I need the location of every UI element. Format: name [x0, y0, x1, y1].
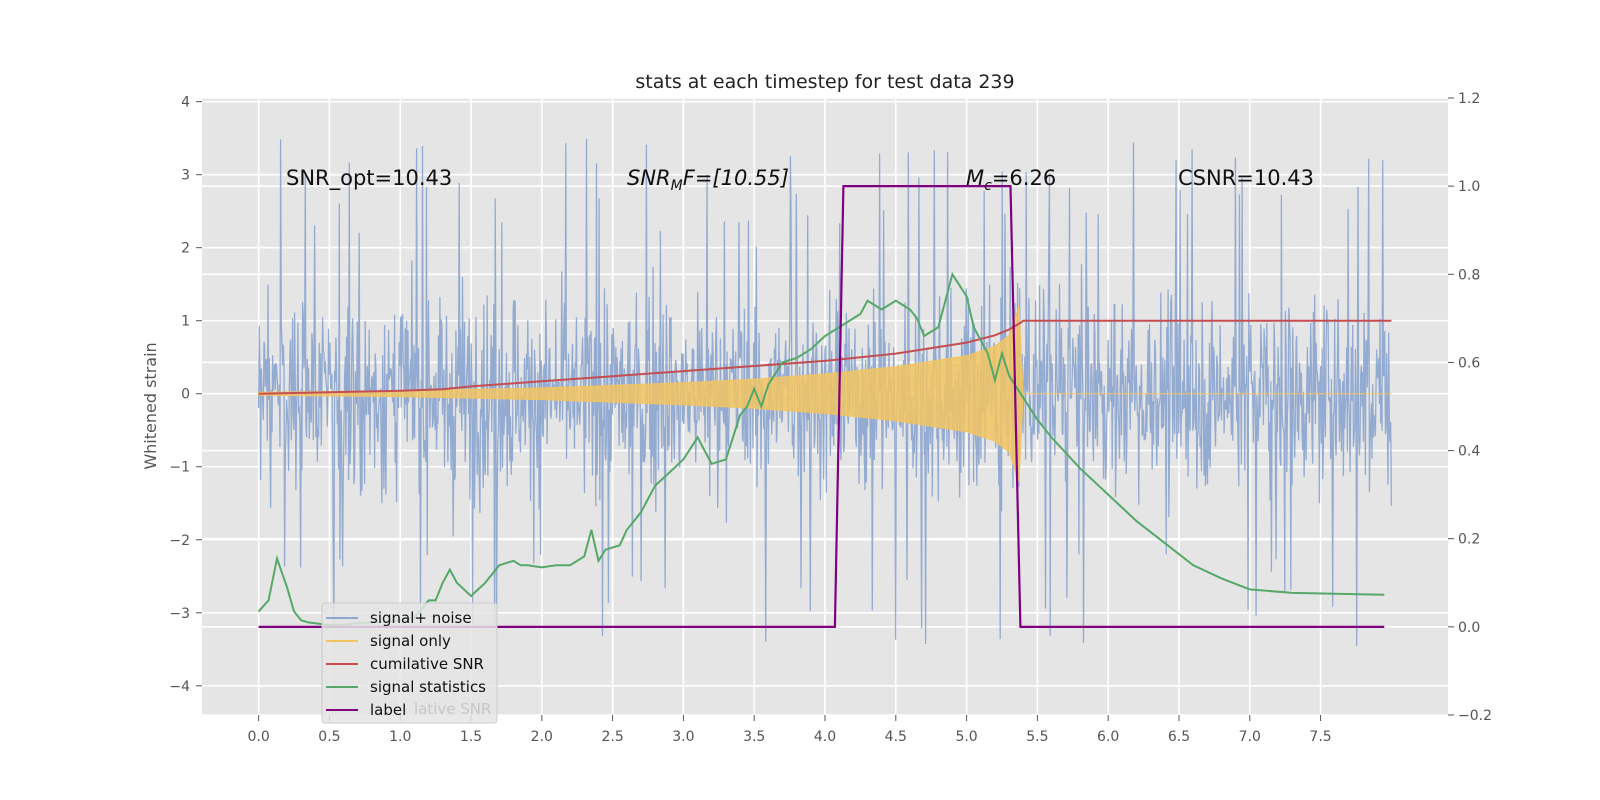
x-tick-label: 1.5: [460, 729, 482, 745]
label-series: [258, 185, 1385, 628]
legend-label: signal statistics: [370, 678, 486, 696]
y-right-tick-label: 0.2: [1458, 532, 1480, 548]
y-left-tick-label: −4: [169, 679, 190, 695]
x-tick-label: 0.0: [248, 729, 270, 745]
x-tick-label: 6.0: [1097, 729, 1119, 745]
x-tick-label: 1.0: [389, 729, 411, 745]
x-tick-label: 5.5: [1026, 729, 1048, 745]
snr-mf-rest: F=[10.55]: [683, 166, 789, 190]
csnr-annotation: CSNR=10.43: [1178, 166, 1314, 190]
snr-mf-base: SNR: [627, 166, 671, 190]
y-right-tick-label: 1.2: [1458, 91, 1480, 107]
y-left-tick-label: −3: [169, 606, 190, 622]
y-left-tick-label: 2: [181, 241, 190, 257]
y-left-tick-label: 4: [181, 95, 190, 111]
signal-only-series: [258, 305, 1392, 482]
legend-box: [321, 602, 498, 724]
y-right-tick-label: 0.6: [1458, 355, 1480, 371]
mc-sub: c: [984, 178, 992, 194]
legend-overlap-text: lative SNR: [414, 700, 491, 718]
x-tick-label: 2.5: [601, 729, 623, 745]
x-tick-label: 4.0: [814, 729, 836, 745]
mc-rest: =6.26: [992, 166, 1056, 190]
y-left-tick-label: 1: [181, 314, 190, 330]
legend-label: cumilative SNR: [370, 655, 484, 673]
y-right-tick-label: 0.4: [1458, 444, 1480, 460]
y-left-tick-label: 0: [181, 387, 190, 403]
chirp-mass-annotation: Mc=6.26: [966, 166, 1056, 194]
y-right-tick-label: 0.0: [1458, 620, 1480, 636]
y-left-tick-label: 3: [181, 168, 190, 184]
x-tick-label: 2.0: [531, 729, 553, 745]
y-left-tick-label: −2: [169, 533, 190, 549]
x-tick-label: 5.0: [955, 729, 977, 745]
legend: lative SNR signal+ noise signal only cumila…: [321, 602, 498, 724]
signal-statistics-series: [257, 271, 1385, 627]
series-layer: [257, 138, 1393, 647]
snr-opt-annotation: SNR_opt=10.43: [286, 166, 452, 191]
x-tick-label: 6.5: [1168, 729, 1190, 745]
legend-label: label: [370, 701, 406, 719]
x-tick-label: 7.0: [1239, 729, 1261, 745]
x-tick-label: 3.5: [743, 729, 765, 745]
legend-label: signal+ noise: [370, 609, 472, 627]
axes: 0.0 0.5 1.0 1.5 2.0 2.5 3.0 3.5 4.0 4.5 5.0 5.5 6.0 6…: [169, 91, 1492, 745]
chart-title: stats at each timestep for test data 239: [635, 71, 1014, 93]
legend-label: signal only: [370, 632, 451, 650]
y-left-tick-label: −1: [169, 460, 190, 476]
snr-mf-annotation: SNRMF=[10.55]: [627, 166, 789, 194]
y-right-tick-label: 1.0: [1458, 179, 1480, 195]
x-tick-label: 4.5: [885, 729, 907, 745]
x-tick-label: 3.0: [672, 729, 694, 745]
snr-mf-sub: M: [671, 178, 683, 194]
signal-noise-series: [257, 138, 1393, 647]
y-right-tick-label: 0.8: [1458, 267, 1480, 283]
y-axis-label-left: Whitened strain: [141, 342, 160, 469]
x-tick-label: 0.5: [318, 729, 340, 745]
y-right-tick-label: −0.2: [1458, 708, 1492, 724]
x-tick-label: 7.5: [1309, 729, 1331, 745]
annotations: SNR_opt=10.43 SNRMF=[10.55] Mc=6.26 CSNR…: [286, 166, 1314, 194]
mc-base: M: [966, 166, 984, 190]
